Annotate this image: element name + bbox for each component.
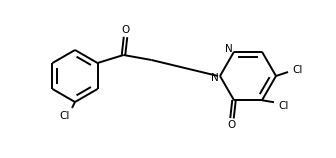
Text: Cl: Cl xyxy=(60,111,70,121)
Text: Cl: Cl xyxy=(293,65,303,75)
Text: N: N xyxy=(225,44,233,54)
Text: N: N xyxy=(211,73,219,83)
Text: O: O xyxy=(121,25,130,35)
Text: Cl: Cl xyxy=(279,101,289,111)
Text: O: O xyxy=(228,120,236,130)
